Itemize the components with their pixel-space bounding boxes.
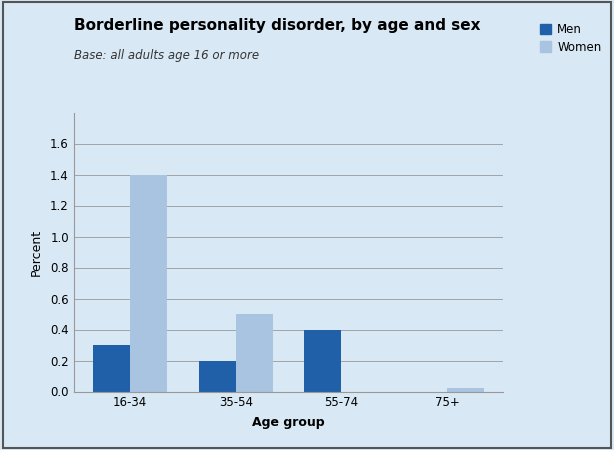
- Legend: Men, Women: Men, Women: [536, 19, 605, 57]
- Text: Base: all adults age 16 or more: Base: all adults age 16 or more: [74, 50, 259, 63]
- Bar: [93, 345, 130, 392]
- Y-axis label: Percent: Percent: [30, 229, 43, 275]
- Bar: [447, 388, 484, 392]
- Bar: [236, 314, 273, 392]
- Bar: [199, 360, 236, 392]
- Bar: [305, 329, 341, 392]
- Bar: [130, 175, 167, 392]
- X-axis label: Age group: Age group: [252, 416, 325, 429]
- Text: Borderline personality disorder, by age and sex: Borderline personality disorder, by age …: [74, 18, 480, 33]
